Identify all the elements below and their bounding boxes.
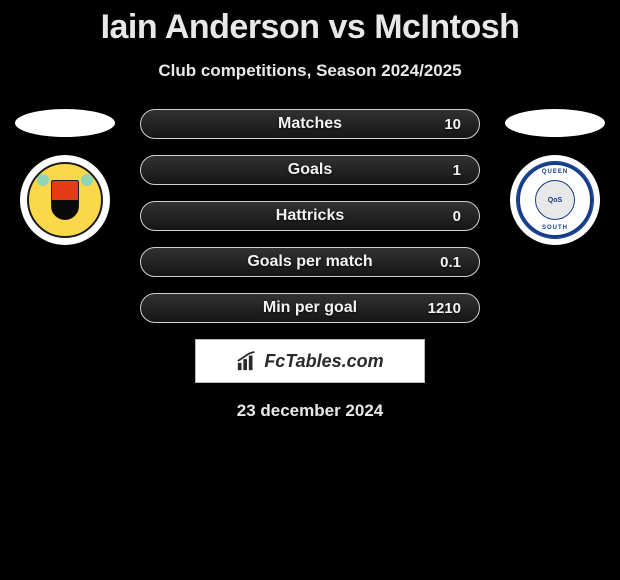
thistle-icon	[81, 174, 93, 186]
subtitle: Club competitions, Season 2024/2025	[0, 61, 620, 81]
club-left	[0, 109, 130, 245]
club-badge-right: QUEEN QoS SOUTH	[510, 155, 600, 245]
stat-label: Goals	[288, 161, 332, 179]
stat-row-goals-per-match: Goals per match 0.1	[140, 247, 480, 277]
shield-icon	[51, 180, 79, 220]
club-badge-left-inner	[27, 162, 103, 238]
brand-box: FcTables.com	[195, 339, 425, 383]
footer-date: 23 december 2024	[140, 401, 480, 421]
brand-text: FcTables.com	[264, 351, 383, 372]
thistle-icon	[37, 174, 49, 186]
bar-chart-icon	[236, 350, 258, 372]
stat-value-right: 1	[421, 162, 461, 179]
club-ring-text-bottom: SOUTH	[542, 225, 568, 231]
club-right: QUEEN QoS SOUTH	[490, 109, 620, 245]
main-content: QUEEN QoS SOUTH Matches 10 Goals 1 Hattr…	[0, 109, 620, 421]
stat-label: Matches	[278, 115, 342, 133]
stat-value-right: 10	[421, 116, 461, 133]
stat-row-min-per-goal: Min per goal 1210	[140, 293, 480, 323]
stat-label: Goals per match	[247, 253, 372, 271]
player-photo-placeholder-left	[15, 109, 115, 137]
stat-value-right: 0.1	[421, 254, 461, 271]
stat-row-goals: Goals 1	[140, 155, 480, 185]
stat-label: Hattricks	[276, 207, 344, 225]
stats-column: Matches 10 Goals 1 Hattricks 0 Goals per…	[140, 109, 480, 421]
club-badge-left	[20, 155, 110, 245]
page-title: Iain Anderson vs McIntosh	[0, 0, 620, 47]
stat-label: Min per goal	[263, 299, 357, 317]
club-badge-right-inner: QUEEN QoS SOUTH	[517, 162, 593, 238]
player-photo-placeholder-right	[505, 109, 605, 137]
stat-value-right: 0	[421, 208, 461, 225]
club-ring-text-top: QUEEN	[542, 169, 568, 175]
stat-row-matches: Matches 10	[140, 109, 480, 139]
stat-value-right: 1210	[421, 300, 461, 317]
club-center-text: QoS	[535, 180, 575, 220]
stat-row-hattricks: Hattricks 0	[140, 201, 480, 231]
